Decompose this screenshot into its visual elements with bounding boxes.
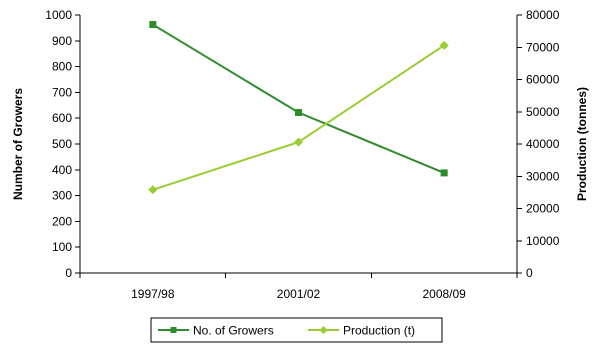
left-tick-label: 0 xyxy=(65,266,72,280)
left-tick-label: 400 xyxy=(52,163,72,177)
right-tick-label: 40000 xyxy=(526,137,560,151)
right-axis-title: Production (tonnes) xyxy=(575,87,589,201)
data-point-production xyxy=(294,137,303,147)
data-point-growers xyxy=(149,21,157,29)
legend-box xyxy=(150,317,443,343)
x-axis-ticks: 1997/98 2001/02 2008/09 xyxy=(79,273,518,301)
legend-label-production: Production (t) xyxy=(343,324,415,338)
left-tick-label: 300 xyxy=(52,189,72,203)
data-point-growers xyxy=(295,109,302,117)
left-tick-label: 200 xyxy=(52,214,72,228)
x-tick-label: 2001/02 xyxy=(277,287,321,301)
right-tick-label: 0 xyxy=(526,266,533,280)
left-tick-label: 1000 xyxy=(45,8,72,22)
data-point-production xyxy=(148,185,158,195)
data-point-growers xyxy=(440,169,448,177)
left-axis-title: Number of Growers xyxy=(11,88,25,200)
right-tick-label: 50000 xyxy=(526,105,560,119)
left-tick-label: 900 xyxy=(52,34,72,48)
left-axis-ticks: 0 100 200 300 400 500 600 700 800 900 1000 xyxy=(45,8,80,280)
left-tick-label: 800 xyxy=(52,60,72,74)
x-tick-label: 2008/09 xyxy=(422,287,466,301)
x-tick-label: 1997/98 xyxy=(131,287,175,301)
left-tick-label: 100 xyxy=(52,240,72,254)
right-tick-label: 80000 xyxy=(526,8,560,22)
series-layer xyxy=(148,21,449,195)
right-tick-label: 30000 xyxy=(526,169,560,183)
right-tick-label: 10000 xyxy=(526,234,560,248)
right-tick-label: 70000 xyxy=(526,40,560,54)
legend-label-growers: No. of Growers xyxy=(193,324,274,338)
right-axis-ticks: 0 10000 20000 30000 40000 50000 60000 70000 8000… xyxy=(517,8,560,280)
series-line-growers xyxy=(152,23,445,174)
legend-marker-growers xyxy=(170,327,177,333)
left-tick-label: 700 xyxy=(52,85,72,99)
legend-marker-production xyxy=(319,326,328,334)
right-tick-label: 20000 xyxy=(526,202,560,216)
left-tick-label: 500 xyxy=(52,137,72,151)
series-line-production xyxy=(152,44,445,191)
left-tick-label: 600 xyxy=(52,111,72,125)
legend: No. of Growers Production (t) xyxy=(150,317,443,343)
data-point-production xyxy=(439,40,449,50)
right-tick-label: 60000 xyxy=(526,73,560,87)
